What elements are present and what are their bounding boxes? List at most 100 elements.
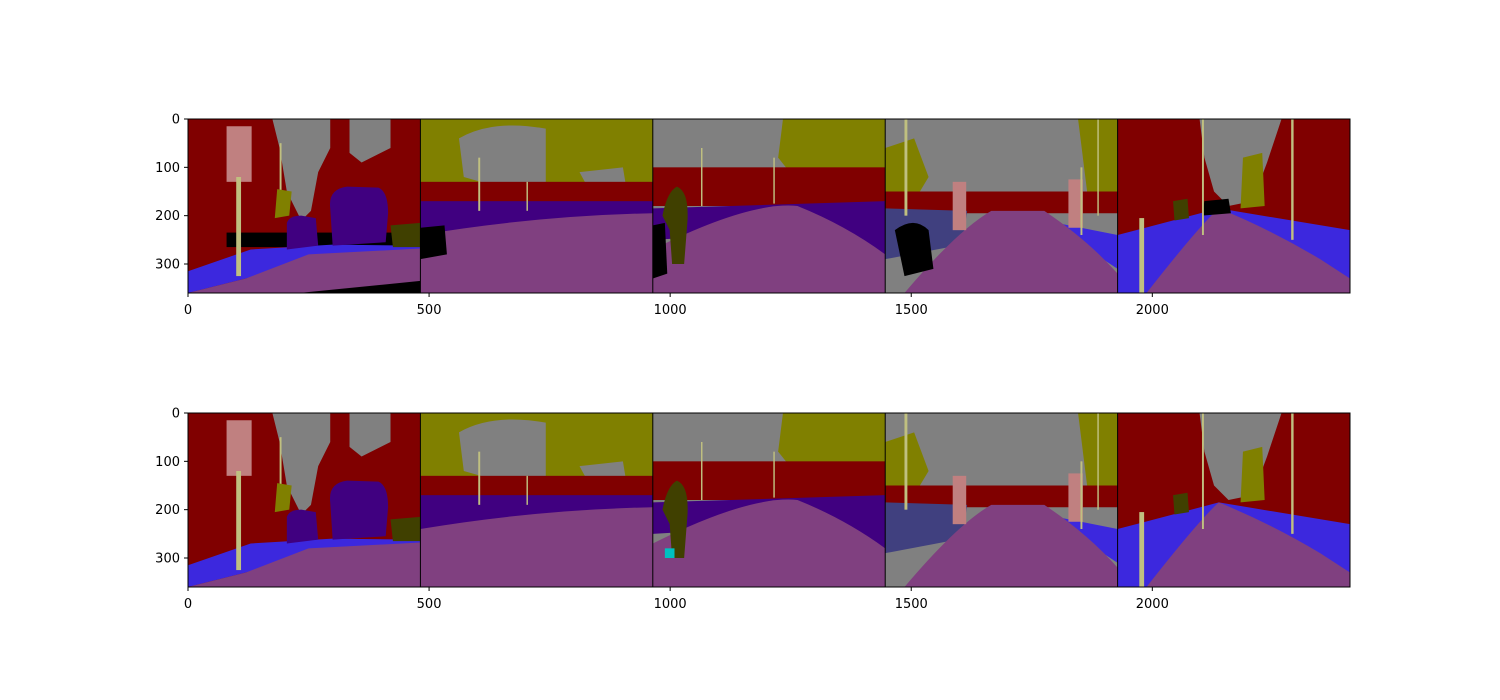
pole-region (526, 475, 528, 505)
pole-region (1139, 512, 1145, 587)
road-region (420, 507, 653, 587)
x-tick-label: 1000 (654, 597, 687, 612)
segmentation-panel-bottom: 0 500 1000 1500 2000 0 100 200 300 (155, 407, 1351, 612)
sign-region (952, 475, 967, 525)
pole-region (1080, 167, 1083, 235)
sidewalk-region (1044, 220, 1118, 269)
road-region (652, 499, 886, 587)
x-tick-label: 2000 (1136, 597, 1169, 612)
segmentation-tile-5 (1117, 119, 1350, 293)
void-region (894, 222, 934, 277)
x-tick-label: 500 (417, 597, 442, 612)
pole-region (478, 451, 481, 505)
pole-region (701, 148, 703, 206)
pole-region (236, 177, 242, 277)
building-region (885, 485, 1118, 508)
y-tick-label: 200 (155, 503, 180, 518)
y-tick-label: 200 (155, 209, 180, 224)
pedestrian-region (390, 516, 421, 542)
pole-region (1201, 413, 1204, 529)
segmentation-tile-3 (652, 413, 886, 587)
x-tick-label: 1500 (895, 303, 928, 318)
pole-region (279, 143, 282, 216)
bottom-tiles (188, 413, 1350, 587)
sky-region (272, 413, 331, 515)
cyclist-region (664, 548, 675, 558)
y-tick-label: 300 (155, 258, 180, 273)
bottom-y-axis: 0 100 200 300 (155, 407, 188, 567)
pole-region (478, 157, 481, 211)
pole-region (1201, 119, 1204, 235)
pedestrian-region (1173, 198, 1189, 221)
bottom-axes-frame (187, 412, 1351, 588)
pole-region (773, 451, 775, 498)
road-region (1146, 208, 1350, 293)
segmentation-tile-1 (188, 119, 421, 293)
segmentation-tile-4 (884, 119, 1118, 293)
sky-region (349, 413, 391, 457)
pedestrian-region (662, 480, 688, 558)
building-region (652, 461, 886, 500)
pole-region (773, 157, 775, 204)
x-tick-label: 0 (184, 597, 192, 612)
x-tick-label: 1500 (895, 597, 928, 612)
pedestrian-region (390, 222, 421, 248)
vegetation-region (274, 189, 292, 219)
road-region (904, 504, 1118, 587)
segmentation-tile-2 (419, 413, 653, 587)
pole-region (1097, 119, 1099, 216)
segmentation-panel-top: 0 500 1000 1500 2000 0 100 200 300 (155, 113, 1351, 318)
vegetation-region (274, 483, 292, 513)
segmentation-tile-3 (652, 119, 886, 293)
top-axes-frame (187, 118, 1351, 294)
segmentation-tile-5 (1117, 413, 1350, 587)
car-region (286, 215, 319, 250)
segmentation-tile-2 (419, 119, 653, 293)
pole-region (904, 119, 908, 216)
segmentation-tile-4 (884, 413, 1118, 587)
bottom-x-axis: 0 500 1000 1500 2000 (184, 587, 1169, 612)
building-region (652, 167, 886, 206)
pole-region (701, 442, 703, 500)
road-region (1146, 502, 1350, 587)
top-image-area (188, 119, 1350, 293)
building-region (885, 191, 1118, 214)
x-tick-label: 500 (417, 303, 442, 318)
road-region (652, 205, 886, 293)
y-tick-label: 300 (155, 552, 180, 567)
y-tick-label: 100 (155, 455, 180, 470)
top-tiles (188, 119, 1350, 293)
road-region (188, 248, 421, 293)
bottom-image-area (188, 413, 1350, 587)
y-tick-label: 100 (155, 161, 180, 176)
y-tick-label: 0 (172, 407, 180, 422)
sky-region (1199, 413, 1282, 500)
x-tick-label: 2000 (1136, 303, 1169, 318)
sky-region (1199, 119, 1282, 206)
sidewalk-region (1044, 514, 1118, 563)
pole-region (526, 181, 528, 211)
top-y-axis: 0 100 200 300 (155, 113, 188, 273)
pole-region (1080, 461, 1083, 529)
void-region (226, 232, 420, 248)
fence-region (885, 502, 968, 554)
y-tick-label: 0 (172, 113, 180, 128)
pedestrian-region (1173, 492, 1189, 515)
pedestrian-region (662, 186, 688, 264)
car-region (329, 186, 389, 246)
road-region (420, 213, 653, 293)
pole-region (1097, 413, 1099, 510)
pole-region (279, 437, 282, 510)
void-region (652, 222, 668, 279)
pole-region (1291, 119, 1294, 240)
sky-region (349, 119, 391, 163)
top-x-axis: 0 500 1000 1500 2000 (184, 293, 1169, 318)
car-region (329, 480, 389, 540)
x-tick-label: 0 (184, 303, 192, 318)
void-region (1201, 198, 1231, 216)
sign-region (226, 126, 252, 182)
road-region (904, 210, 1118, 293)
road-region (188, 542, 421, 587)
segmentation-tile-1 (188, 413, 421, 587)
